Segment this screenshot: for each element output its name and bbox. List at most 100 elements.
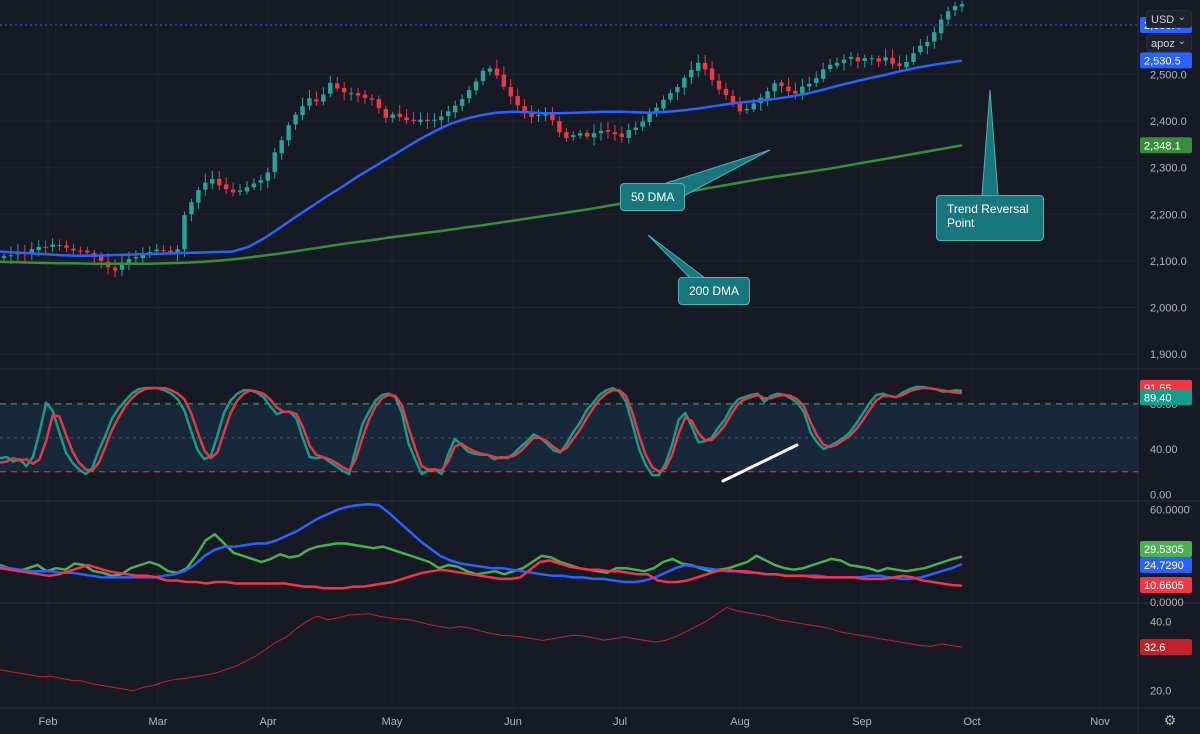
candle-body (584, 132, 590, 137)
candle-body (418, 119, 423, 123)
candle-body (293, 114, 298, 125)
gear-icon[interactable]: ⚙ (1163, 712, 1177, 728)
candle-body (633, 127, 638, 130)
annotations (647, 89, 999, 279)
price-tick-label: 2,100.0 (1150, 256, 1187, 268)
candle-body (237, 190, 243, 192)
x-tick-label: Feb (39, 716, 58, 728)
candle-body (918, 45, 923, 53)
x-tick-label: Oct (963, 716, 980, 728)
candle-body (189, 202, 194, 215)
x-tick-label: Apr (259, 716, 276, 728)
atr-tick-label: 40.0 (1150, 616, 1171, 628)
candle-body (897, 63, 902, 67)
price-badges: 2,606.42,530.52,348.191.5589.4029.530524… (1140, 16, 1192, 655)
candle-body (390, 114, 395, 118)
candle-body (883, 57, 888, 61)
candle-body (286, 125, 291, 141)
candle-body (779, 82, 784, 87)
atr-badge-bg (1140, 638, 1192, 655)
candle-body (702, 62, 708, 70)
candle-body (64, 245, 69, 248)
candle-body (244, 187, 250, 192)
candle-body (501, 74, 507, 87)
candle-body (480, 70, 486, 82)
candle-body (626, 129, 631, 138)
callout-50dma: 50 DMA (620, 183, 686, 211)
dmi-minus-badge: 10.6605 (1144, 580, 1184, 592)
candle-body (557, 121, 562, 133)
candle-body (355, 93, 361, 96)
candle-body (834, 62, 840, 66)
price-tick-label: 2,400.0 (1150, 116, 1187, 128)
candle-body (78, 250, 83, 252)
candle-body (328, 82, 333, 94)
candle-body (876, 58, 881, 62)
candle-body (182, 215, 187, 250)
atr-panel[interactable] (0, 607, 963, 692)
candle-body (744, 109, 749, 111)
candle-body (904, 61, 909, 68)
x-tick-label: Aug (730, 716, 750, 728)
candle-body (140, 253, 146, 259)
candle-body (682, 77, 687, 88)
candle-body (217, 178, 222, 186)
candle-body (223, 184, 229, 190)
trendline-drawing (721, 443, 799, 483)
candle-body (647, 113, 652, 123)
stochastic-panel[interactable] (0, 385, 1138, 483)
candle-body (258, 180, 264, 183)
price-panel[interactable] (0, 0, 1138, 278)
candle-body (196, 190, 201, 203)
candle-body (591, 133, 597, 138)
candle-body (161, 250, 166, 252)
candle-body (341, 88, 347, 93)
candle-body (126, 258, 132, 265)
candle-body (279, 140, 284, 154)
axes: Feb Mar Apr May Jun Jul Aug Sep Oct Nov 2,500.0 2,4… (39, 70, 1190, 728)
stoch-tick-label: 0.00 (1150, 489, 1171, 501)
candle-body (737, 102, 743, 112)
dmi-panel[interactable] (0, 503, 963, 590)
candle-body (515, 95, 520, 106)
candle-body (938, 19, 944, 34)
candle-body (841, 59, 847, 63)
candle-body (71, 248, 76, 251)
price-tick-label: 2,200.0 (1150, 209, 1187, 221)
callout-200dma-text: 200 DMA (689, 284, 740, 298)
scale-dropdown-label: apoz (1151, 38, 1175, 50)
candle-body (765, 91, 770, 99)
candle-body (959, 4, 965, 7)
candle-body (397, 113, 402, 117)
candle-body (383, 109, 389, 118)
candle-body (133, 257, 139, 259)
chevron-down-icon: ⌄ (1177, 12, 1186, 23)
candle-body (466, 89, 472, 99)
candle-body (314, 99, 319, 102)
candle-body (251, 183, 257, 188)
x-tick-label: Jul (613, 716, 627, 728)
scale-dropdown[interactable]: apoz ⌄ (1146, 34, 1192, 52)
candle-body (425, 119, 430, 122)
stoch-tick-label: 40.00 (1150, 444, 1178, 456)
candle-body (855, 57, 861, 62)
candle-body (911, 53, 916, 62)
callout-reversal-pointer (981, 89, 999, 197)
currency-dropdown[interactable]: USD ⌄ (1146, 10, 1192, 28)
candle-body (522, 106, 527, 112)
candle-body (668, 93, 673, 100)
candle-body (29, 249, 34, 254)
callout-200dma: 200 DMA (678, 277, 751, 305)
candle-body (675, 87, 680, 93)
adx-badge-bg (1140, 557, 1192, 573)
x-tick-label: May (382, 716, 403, 728)
candle-body (473, 81, 479, 91)
chevron-down-icon: ⌄ (1177, 36, 1186, 47)
dma50-badge-bg (1140, 52, 1192, 69)
callout-50dma-text: 50 DMA (631, 190, 675, 204)
candle-body (689, 69, 694, 78)
candle-body (210, 178, 215, 184)
candle-body (119, 264, 125, 270)
